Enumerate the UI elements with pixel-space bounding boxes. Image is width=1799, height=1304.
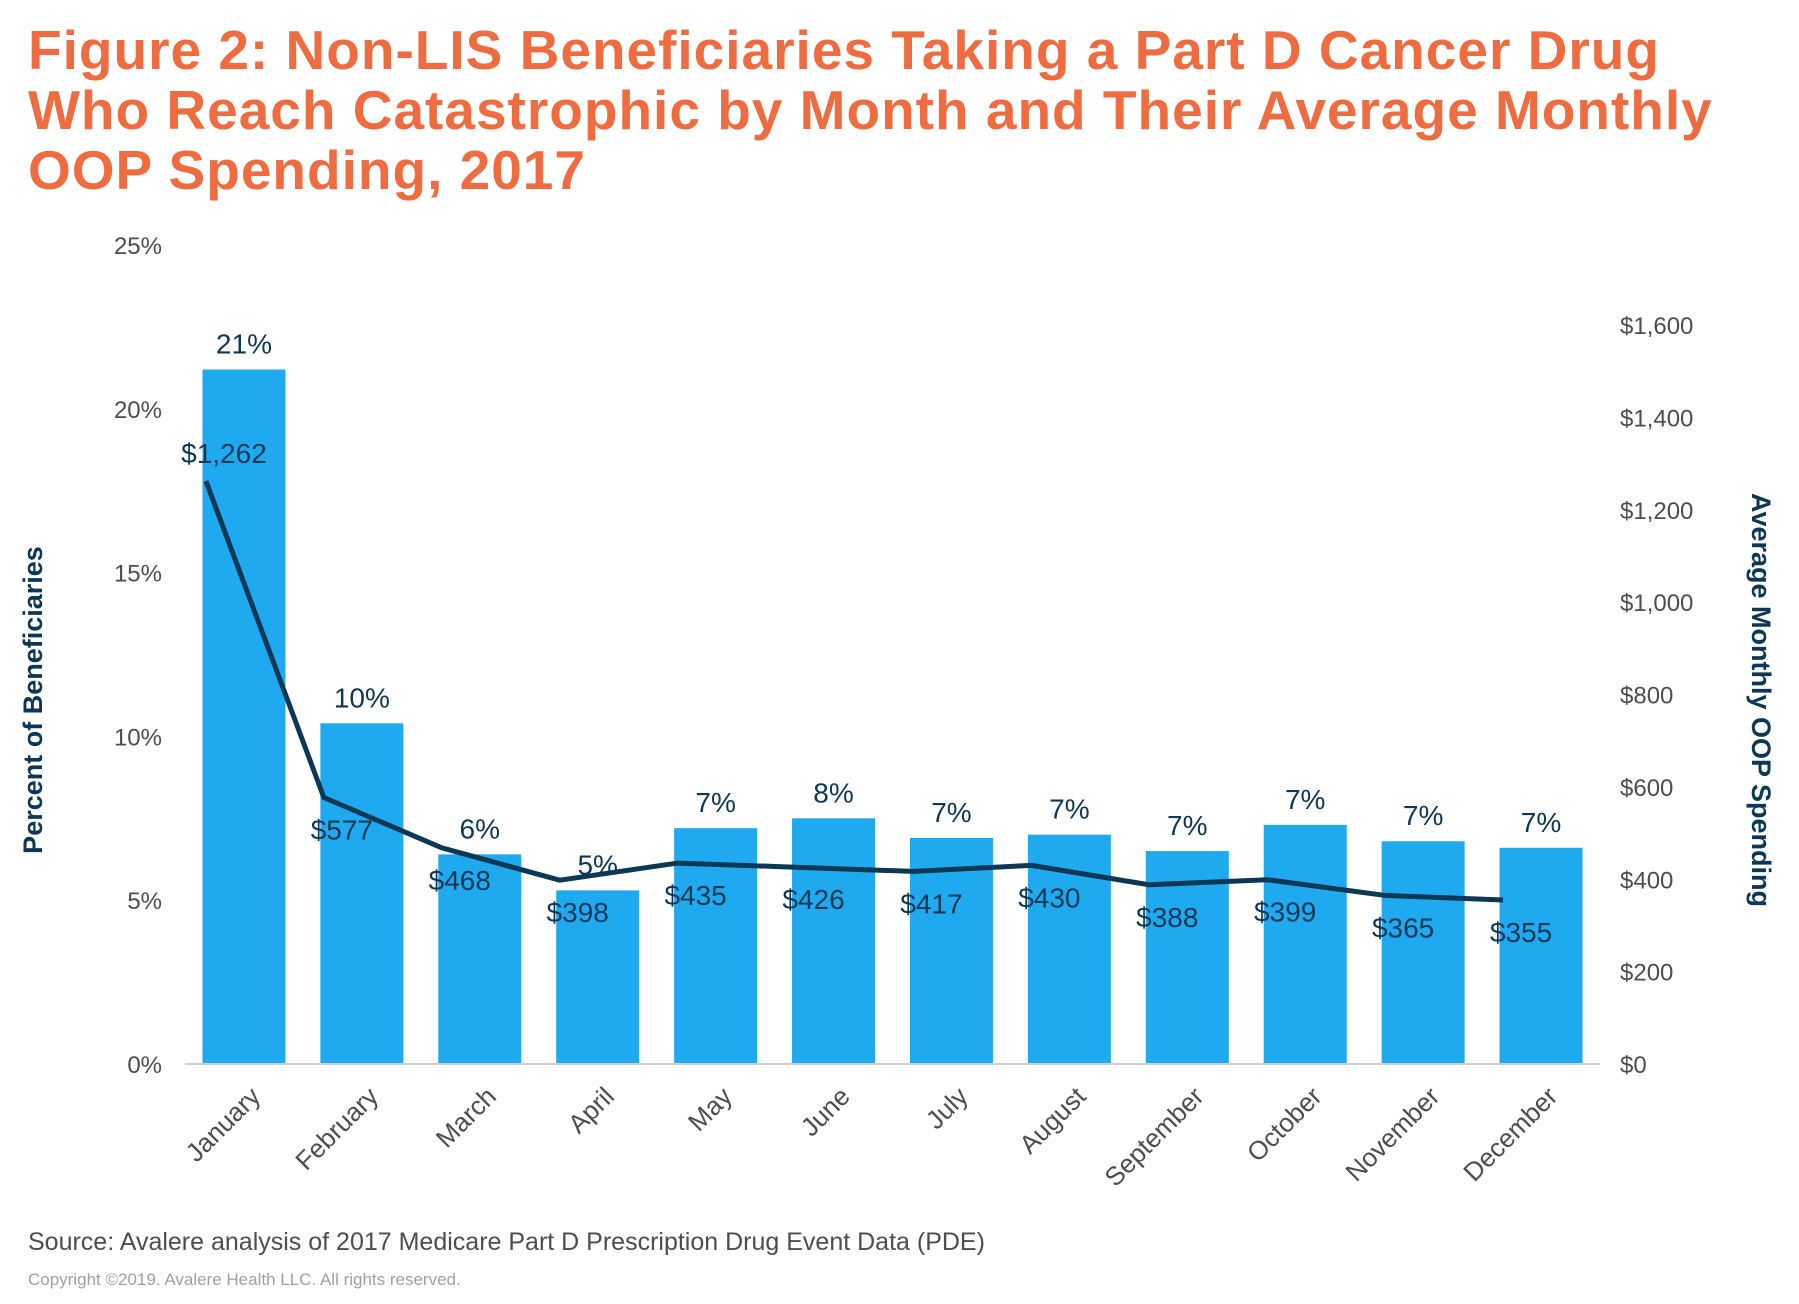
left-axis: 0% 5% 10% 15% 20% 25% xyxy=(114,233,162,1079)
line-data-label: $468 xyxy=(429,865,491,896)
left-tick-label: 0% xyxy=(127,1052,162,1079)
left-tick-label: 15% xyxy=(114,561,162,588)
bar xyxy=(909,837,993,1064)
copyright-note: Copyright ©2019. Avalere Health LLC. All… xyxy=(28,1270,461,1289)
line-data-label: $577 xyxy=(311,814,373,845)
x-tick-label: July xyxy=(920,1081,974,1135)
bar xyxy=(792,818,876,1064)
bars xyxy=(202,369,1583,1064)
line-data-label: $399 xyxy=(1254,897,1316,928)
right-tick-label: $600 xyxy=(1620,775,1673,802)
bar-data-label: 7% xyxy=(931,797,971,828)
right-tick-label: $400 xyxy=(1620,867,1673,894)
bar-data-label: 5% xyxy=(577,849,617,880)
x-tick-label: April xyxy=(562,1081,620,1139)
bar-data-label: 8% xyxy=(813,777,853,808)
oop-line xyxy=(203,480,1504,903)
bar xyxy=(1263,824,1347,1064)
right-tick-label: $1,000 xyxy=(1620,590,1693,617)
line-data-label: $417 xyxy=(900,888,962,919)
x-tick-label: May xyxy=(682,1081,738,1137)
x-tick-label: March xyxy=(430,1081,502,1153)
line-data-label: $1,262 xyxy=(181,438,267,469)
bar xyxy=(556,890,640,1064)
bar-data-label: 7% xyxy=(1167,810,1207,841)
line-data-label: $355 xyxy=(1490,917,1552,948)
line-data-label: $430 xyxy=(1018,882,1080,913)
right-axis: $0 $200 $400 $600 $800 $1,000 $1,200 $1,400 $1,6… xyxy=(1620,313,1693,1079)
line-data-label: $398 xyxy=(547,897,609,928)
bar xyxy=(1381,841,1465,1064)
bar-data-label: 7% xyxy=(1285,784,1325,815)
x-tick-labels: January February March April May June July Augu… xyxy=(180,1080,1564,1192)
bar-data-label: 7% xyxy=(695,787,735,818)
right-tick-label: $200 xyxy=(1620,960,1673,987)
left-tick-label: 5% xyxy=(127,888,162,915)
source-note: Source: Avalere analysis of 2017 Medicar… xyxy=(28,1228,985,1256)
left-axis-title: Percent of Beneficiaries xyxy=(18,546,48,854)
left-tick-label: 10% xyxy=(114,724,162,751)
x-tick-label: September xyxy=(1098,1081,1209,1192)
x-tick-label: October xyxy=(1241,1081,1328,1168)
bar xyxy=(1499,847,1583,1064)
bar-data-label: 7% xyxy=(1403,800,1443,831)
right-tick-label: $800 xyxy=(1620,683,1673,710)
bar-data-label: 21% xyxy=(216,328,272,359)
line-data-label: $426 xyxy=(782,884,844,915)
bar-labels: 21% 10% 6% 5% 7% 8% 7% 7% 7% 7% 7% 7% xyxy=(216,328,1561,880)
bar xyxy=(320,723,404,1064)
line-series xyxy=(203,480,1504,903)
right-tick-label: $1,200 xyxy=(1620,498,1693,525)
line-data-label: $435 xyxy=(664,880,726,911)
bar-data-label: 7% xyxy=(1521,807,1561,838)
line-data-label: $365 xyxy=(1372,912,1434,943)
line-data-label: $388 xyxy=(1136,902,1198,933)
bar xyxy=(202,369,286,1064)
bar xyxy=(438,854,522,1064)
chart-title: Figure 2: Non-LIS Beneficiaries Taking a… xyxy=(28,19,1713,201)
bar-data-label: 7% xyxy=(1049,794,1089,825)
line-labels: $1,262 $577 $468 $398 $435 $426 $417 $430 $388 $3… xyxy=(181,438,1552,948)
x-tick-label: June xyxy=(795,1081,856,1142)
left-tick-label: 25% xyxy=(114,233,162,260)
right-tick-label: $1,600 xyxy=(1620,313,1693,340)
x-tick-label: January xyxy=(180,1081,267,1168)
x-tick-label: December xyxy=(1457,1081,1563,1187)
left-tick-label: 20% xyxy=(114,397,162,424)
bar-data-label: 6% xyxy=(460,813,500,844)
right-tick-label: $1,400 xyxy=(1620,405,1693,432)
right-tick-label: $0 xyxy=(1620,1052,1647,1079)
bar-data-label: 10% xyxy=(334,682,390,713)
x-tick-label: November xyxy=(1339,1081,1445,1187)
right-axis-title: Average Monthly OOP Spending xyxy=(1746,493,1776,907)
x-tick-label: February xyxy=(289,1081,384,1176)
x-tick-label: August xyxy=(1013,1080,1092,1159)
